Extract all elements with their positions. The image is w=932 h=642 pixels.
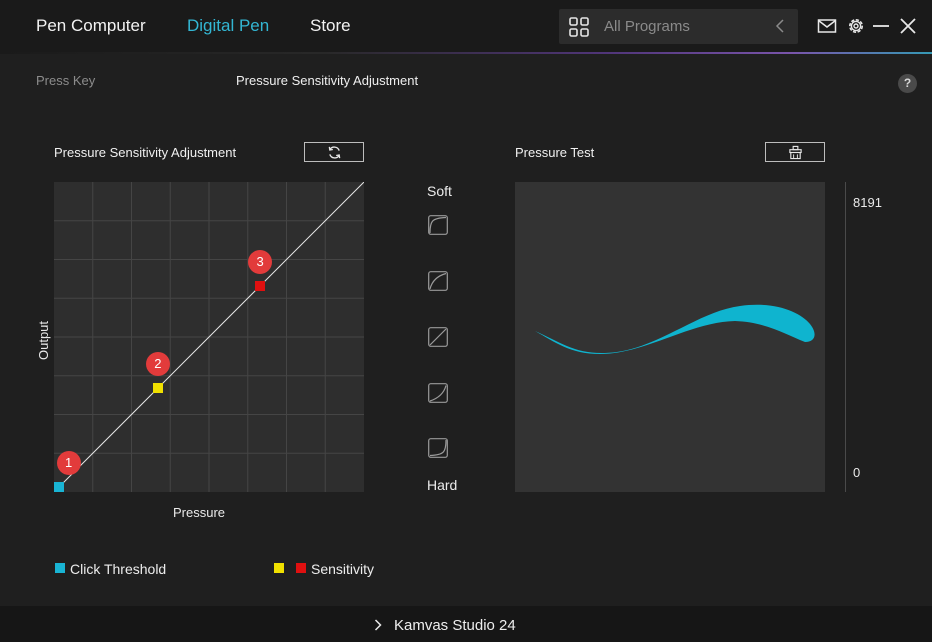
- curve-control-point-2[interactable]: [152, 383, 163, 394]
- clear-icon: [789, 145, 802, 160]
- gear-icon[interactable]: [846, 16, 866, 36]
- tab-store[interactable]: Store: [310, 16, 351, 35]
- y-axis-label: Output: [36, 320, 51, 360]
- tab-pen-computer[interactable]: Pen Computer: [36, 16, 146, 35]
- pressure-test-title: Pressure Test: [515, 145, 595, 160]
- preset-curve-linear-icon[interactable]: [428, 327, 448, 347]
- pressure-curve-line: [58, 182, 364, 488]
- hard-label: Hard: [427, 477, 458, 493]
- curve-control-point-1[interactable]: [53, 482, 64, 493]
- pen-stroke: [535, 304, 815, 354]
- tab-digital-pen[interactable]: Digital Pen: [187, 16, 270, 35]
- device-bar: Kamvas Studio 24: [0, 606, 932, 642]
- subtab-pressure-sensitivity[interactable]: Pressure Sensitivity Adjustment: [236, 73, 419, 88]
- program-selector-text: All Programs: [604, 18, 690, 35]
- sensitivity-label: Sensitivity: [311, 561, 375, 577]
- reset-curve-button[interactable]: [304, 142, 364, 162]
- curve-point-badge-3: 3: [248, 249, 273, 274]
- pressure-curve-chart[interactable]: [54, 182, 364, 492]
- help-icon[interactable]: ?: [898, 74, 917, 93]
- clear-test-button[interactable]: [765, 142, 825, 162]
- click-threshold-label: Click Threshold: [70, 561, 167, 577]
- sensitivity-swatch-red: [296, 563, 306, 573]
- pressure-max-label: 8191: [853, 195, 882, 210]
- curve-panel-title: Pressure Sensitivity Adjustment: [54, 145, 237, 160]
- pressure-test-canvas[interactable]: [515, 182, 825, 492]
- pen-stroke-svg: [535, 304, 815, 354]
- device-name[interactable]: Kamvas Studio 24: [394, 617, 516, 634]
- preset-curve-softest-icon[interactable]: [428, 215, 448, 235]
- pressure-min-label: 0: [853, 465, 861, 480]
- mail-icon[interactable]: [817, 16, 837, 36]
- grid-icon: [569, 17, 589, 37]
- top-navigation-bar: Pen Computer Digital Pen Store All Progr…: [0, 0, 932, 54]
- pressure-level-bar: [845, 182, 846, 492]
- curve-point-badge-1: 1: [56, 451, 81, 476]
- click-threshold-swatch: [55, 563, 65, 573]
- pressure-curve-svg: [54, 182, 364, 492]
- minimize-icon[interactable]: [871, 16, 891, 36]
- chevron-left-icon[interactable]: [775, 19, 785, 33]
- curve-control-point-3[interactable]: [255, 280, 266, 291]
- close-icon[interactable]: [898, 16, 918, 36]
- refresh-icon: [328, 146, 341, 159]
- sensitivity-swatch-yellow: [274, 563, 284, 573]
- soft-label: Soft: [427, 183, 452, 199]
- x-axis-label: Pressure: [173, 505, 226, 520]
- preset-curve-hardest-icon[interactable]: [428, 438, 448, 458]
- preset-curve-soft-icon[interactable]: [428, 271, 448, 291]
- subtab-press-key[interactable]: Press Key: [36, 73, 96, 88]
- chevron-right-icon[interactable]: [374, 619, 382, 631]
- curve-point-badge-2: 2: [145, 352, 170, 377]
- preset-curve-hard-icon[interactable]: [428, 383, 448, 403]
- program-selector[interactable]: All Programs: [559, 9, 798, 44]
- header-divider: [0, 52, 932, 54]
